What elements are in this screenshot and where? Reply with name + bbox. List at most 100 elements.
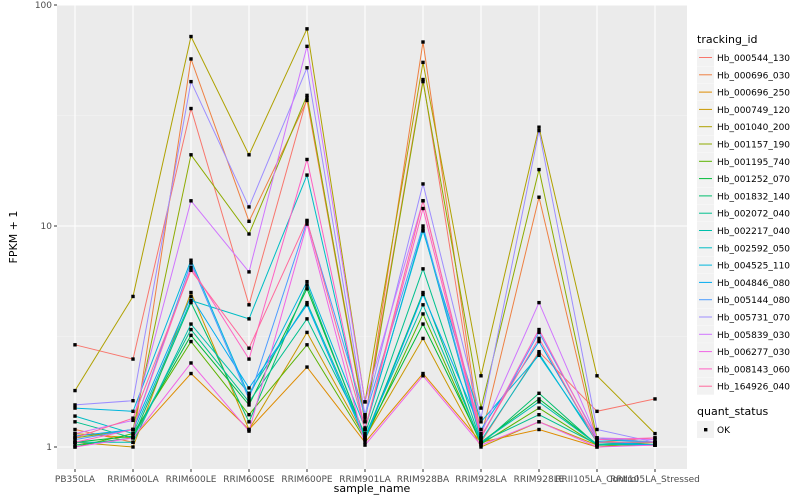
data-point	[189, 300, 193, 305]
data-point	[421, 40, 425, 44]
x-tick-label: RRIM928LE	[514, 475, 565, 485]
data-point	[73, 406, 77, 410]
data-point	[247, 205, 251, 209]
legend-label: Hb_000696_030	[717, 71, 790, 81]
y-axis-title: FPKM + 1	[7, 211, 20, 264]
data-point	[131, 398, 135, 403]
data-point	[247, 232, 251, 236]
data-point	[479, 431, 483, 436]
data-point	[479, 440, 483, 445]
data-point	[189, 327, 193, 332]
data-point	[653, 443, 657, 447]
data-point	[537, 391, 541, 395]
data-point	[305, 300, 309, 305]
data-point	[189, 106, 193, 111]
data-point	[131, 445, 135, 449]
data-point	[73, 414, 77, 418]
data-point	[595, 437, 599, 442]
data-point	[537, 400, 541, 404]
data-point	[537, 406, 541, 410]
data-point	[421, 79, 425, 84]
data-point	[537, 125, 541, 129]
data-point	[247, 357, 251, 361]
data-point	[479, 434, 483, 438]
data-point	[247, 403, 251, 407]
data-point	[73, 388, 77, 393]
data-point	[73, 443, 77, 447]
data-point	[537, 330, 541, 335]
data-point	[479, 416, 483, 420]
data-point	[537, 327, 541, 332]
data-point	[479, 406, 483, 410]
legend-label: Hb_004525_110	[717, 262, 790, 272]
legend-label: Hb_006277_030	[717, 348, 790, 358]
legend-label: Hb_001252_070	[717, 175, 790, 185]
data-point	[421, 312, 425, 316]
data-point	[189, 339, 193, 344]
data-point	[305, 330, 309, 335]
y-tick-label: 1	[46, 443, 52, 453]
legend-label: Hb_000696_250	[717, 89, 790, 99]
data-point	[247, 346, 251, 350]
x-axis: PB350LA RRIM600LA RRIM600LE RRIM600SE RRIM60…	[55, 469, 700, 485]
data-point	[363, 437, 367, 442]
data-point	[247, 219, 251, 224]
legend-items: Hb_000544_130 Hb_000696_030 Hb_000696_250 H…	[697, 49, 790, 395]
legend-label: Hb_001832_140	[717, 192, 790, 202]
data-point	[189, 265, 193, 270]
data-points	[73, 27, 657, 449]
x-tick-label: RRIM600SE	[223, 475, 275, 485]
data-point	[537, 413, 541, 417]
legend-label: Hb_000749_120	[717, 106, 790, 116]
data-point	[653, 437, 657, 442]
data-point	[479, 443, 483, 447]
data-point	[131, 416, 135, 420]
data-point	[189, 258, 193, 262]
data-point	[421, 229, 425, 233]
data-point	[189, 322, 193, 326]
data-point	[131, 294, 135, 299]
data-point	[595, 440, 599, 445]
data-point	[653, 397, 657, 401]
data-point	[479, 427, 483, 432]
data-point	[421, 322, 425, 326]
data-point	[421, 290, 425, 295]
data-point	[73, 431, 77, 436]
y-tick-label: 100	[35, 1, 52, 11]
data-point	[421, 199, 425, 203]
data-point	[305, 66, 309, 70]
data-point	[305, 303, 309, 307]
legend-label: Hb_000544_130	[717, 54, 790, 64]
data-point	[247, 386, 251, 390]
x-tick-label: RRII105LA_Stressed	[610, 475, 700, 485]
x-axis-title: sample_name	[334, 482, 411, 495]
data-point	[595, 409, 599, 414]
data-point	[363, 413, 367, 417]
data-point	[247, 153, 251, 157]
data-point	[189, 290, 193, 295]
data-point	[421, 267, 425, 271]
data-point	[595, 436, 599, 440]
x-tick-label: RRIM600LA	[107, 475, 159, 485]
data-point	[247, 413, 251, 417]
data-point	[363, 431, 367, 436]
data-point	[479, 436, 483, 440]
legend-label: Hb_005144_080	[717, 296, 790, 306]
data-point	[421, 336, 425, 341]
data-point	[305, 222, 309, 226]
legend-label: Hb_008143_060	[717, 365, 790, 375]
data-point	[73, 440, 77, 445]
data-point	[131, 431, 135, 436]
data-point	[131, 434, 135, 438]
legend-label: Hb_001157_190	[717, 141, 790, 151]
data-point	[305, 157, 309, 162]
data-point	[131, 436, 135, 440]
data-point	[305, 27, 309, 31]
data-point	[421, 303, 425, 307]
data-point	[189, 199, 193, 203]
data-point	[247, 400, 251, 404]
data-point	[189, 361, 193, 365]
y-tick-label: 10	[41, 222, 53, 232]
data-point	[421, 206, 425, 211]
data-point	[595, 445, 599, 449]
